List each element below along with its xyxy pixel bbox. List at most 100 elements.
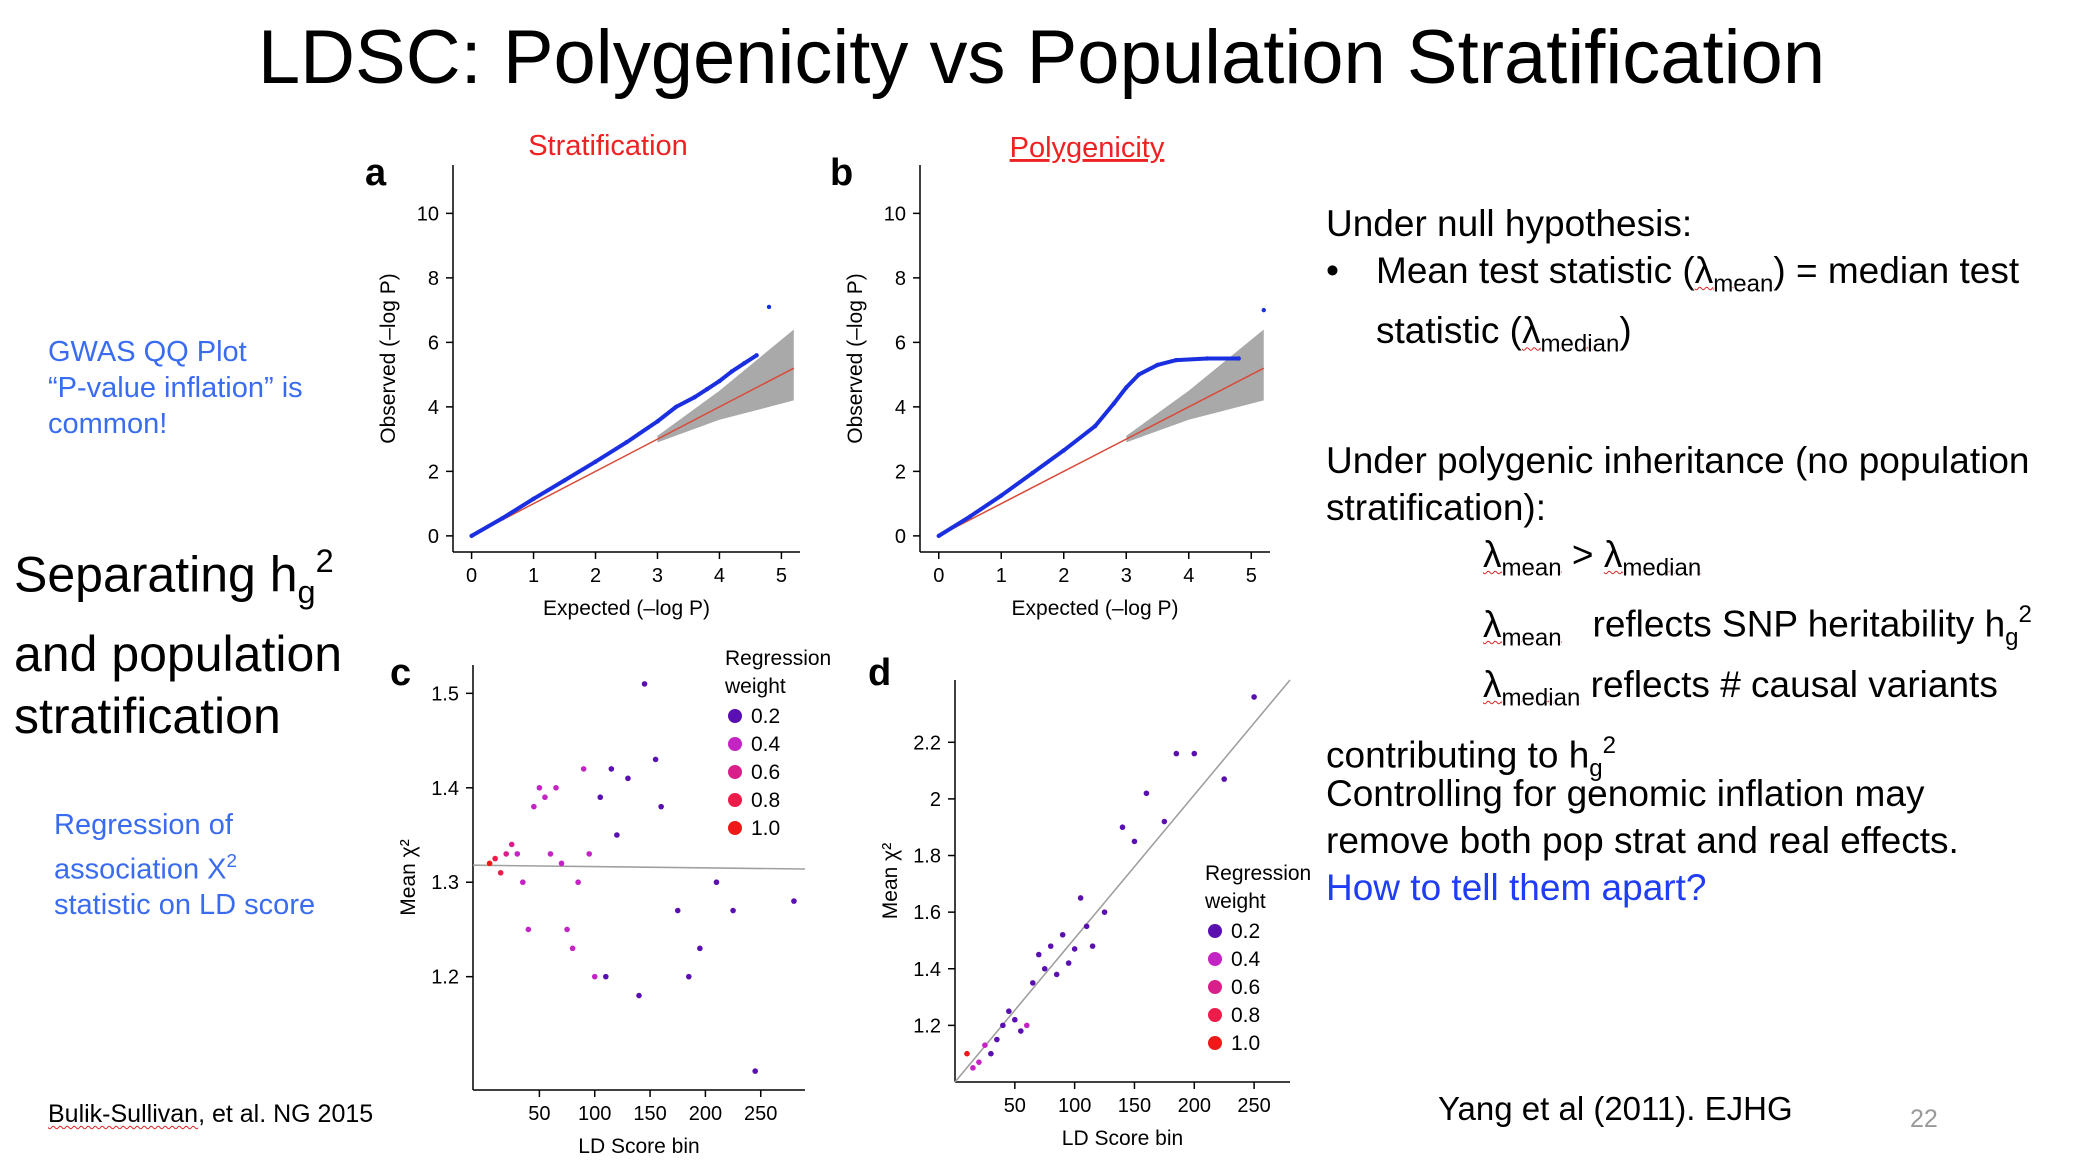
- x-tick-label: 200: [1178, 1095, 1211, 1117]
- question-line: How to tell them apart?: [1326, 867, 1707, 908]
- data-point: [1161, 818, 1168, 825]
- qq-point: [1261, 307, 1266, 313]
- legend-label: 0.6: [1231, 976, 1260, 999]
- data-point: [1143, 790, 1150, 797]
- lambda-mean-sub: mean: [1501, 624, 1562, 652]
- qq-point: [967, 514, 973, 519]
- legend-swatch: [728, 709, 742, 723]
- y-tick-label: 2.2: [913, 732, 941, 754]
- data-point: [603, 973, 609, 980]
- data-point: [520, 879, 526, 886]
- data-point: [503, 851, 510, 857]
- qq-point: [1111, 401, 1116, 406]
- y-axis-title: Mean χ²: [879, 843, 902, 919]
- data-point: [1089, 943, 1096, 949]
- data-point: [1059, 931, 1066, 938]
- data-point: [569, 945, 576, 952]
- x-tick-label: 4: [1183, 565, 1194, 587]
- legend-swatch: [1208, 952, 1222, 966]
- null-heading: Under null hypothesis:: [1326, 203, 1693, 244]
- data-point: [514, 851, 521, 857]
- data-point: [1023, 1022, 1030, 1029]
- data-point: [580, 766, 587, 772]
- h-sup: 2: [2018, 601, 2032, 629]
- data-point: [614, 832, 620, 838]
- x-tick-label: 150: [633, 1103, 666, 1125]
- data-point: [1012, 1016, 1018, 1023]
- regression-note: Regression of association X2 statistic o…: [54, 807, 315, 923]
- y-tick-label: 4: [895, 397, 906, 419]
- y-tick-label: 2: [930, 789, 941, 811]
- qq-curve: [937, 356, 1239, 538]
- data-point: [652, 756, 659, 763]
- legend-title: Regression: [1205, 862, 1311, 885]
- y-tick-label: 1.2: [913, 1015, 941, 1037]
- data-point: [608, 766, 615, 772]
- x-tick-label: 4: [714, 565, 725, 587]
- lambda-symbol: λ: [1483, 534, 1502, 575]
- data-point: [686, 973, 692, 980]
- data-point: [1191, 750, 1198, 757]
- control-line2: remove both pop strat and real effects.: [1326, 820, 1959, 861]
- qq-point: [593, 459, 598, 464]
- y-tick-label: 0: [428, 526, 439, 548]
- qq-point: [1205, 356, 1210, 361]
- data-point: [791, 898, 797, 904]
- x-tick-label: 50: [1004, 1095, 1026, 1117]
- data-point: [970, 1065, 976, 1071]
- x-tick-label: 1: [528, 565, 539, 587]
- lambda-symbol: λ: [1483, 603, 1502, 645]
- data-point: [1101, 909, 1108, 915]
- x-axis-title: LD Score bin: [578, 1135, 699, 1158]
- x-axis-title: Expected (–log P): [1012, 597, 1179, 620]
- right-text-block: Under null hypothesis: • Mean test stati…: [1326, 200, 2083, 368]
- data-point: [1041, 965, 1048, 972]
- x-tick-label: 50: [528, 1103, 550, 1125]
- x-tick-label: 200: [689, 1103, 722, 1125]
- x-tick-label: 0: [933, 565, 944, 587]
- control-line1: Controlling for genomic inflation may: [1326, 773, 1925, 814]
- legend-swatch: [728, 821, 742, 835]
- data-point: [988, 1050, 994, 1057]
- x-tick-label: 100: [578, 1103, 611, 1125]
- qq-point: [1092, 424, 1098, 429]
- y-tick-label: 10: [884, 203, 906, 225]
- separating-heading: Separating hg2 and population stratifica…: [14, 530, 342, 747]
- data-point: [1000, 1022, 1006, 1029]
- qq-point: [1236, 356, 1241, 361]
- bullet-icon: •: [1326, 250, 1339, 291]
- legend-title: weight: [1204, 890, 1266, 913]
- regression-note-sup: 2: [226, 850, 237, 871]
- lambda-median-sub: median: [1622, 554, 1702, 582]
- lambda-symbol: λ: [1694, 250, 1714, 291]
- legend-label: 0.8: [751, 789, 780, 812]
- data-point: [542, 794, 548, 801]
- data-point: [964, 1050, 970, 1057]
- legend-swatch: [1208, 1036, 1222, 1050]
- chart-panel-d: 50 100 150 200 250 1.2 1.4 1.6 1.8 2 2.2 LD Score b…: [868, 652, 1311, 1150]
- data-point: [636, 992, 642, 999]
- legend-swatch: [728, 793, 742, 807]
- qq-point: [704, 386, 710, 392]
- data-point: [625, 775, 631, 782]
- data-point: [1006, 1008, 1012, 1015]
- qq-point: [1124, 385, 1129, 390]
- data-point: [497, 869, 504, 876]
- legend-title: Regression: [725, 647, 831, 670]
- h-sub: g: [2005, 624, 2019, 652]
- legend: Regression weight 0.2 0.4 0.6 0.8 1.0: [1204, 862, 1311, 1055]
- x-tick-label: 100: [1058, 1095, 1091, 1117]
- data-point: [558, 860, 565, 867]
- separating-sup: 2: [315, 543, 334, 579]
- legend-label: 0.4: [1231, 948, 1261, 971]
- data-point: [575, 879, 581, 886]
- separating-line2: and population: [14, 625, 343, 682]
- qq-point: [624, 440, 629, 445]
- legend-label: 1.0: [1231, 1032, 1260, 1055]
- chart-panel-c: 50 100 150 200 250 1.2 1.3 1.4 1.5 LD Score bin Me…: [390, 647, 831, 1158]
- citation-yang: Yang et al (2011). EJHG: [1438, 1090, 1793, 1127]
- data-point: [641, 681, 648, 687]
- y-tick-label: 10: [417, 203, 439, 225]
- lambda-symbol: λ: [1483, 664, 1502, 706]
